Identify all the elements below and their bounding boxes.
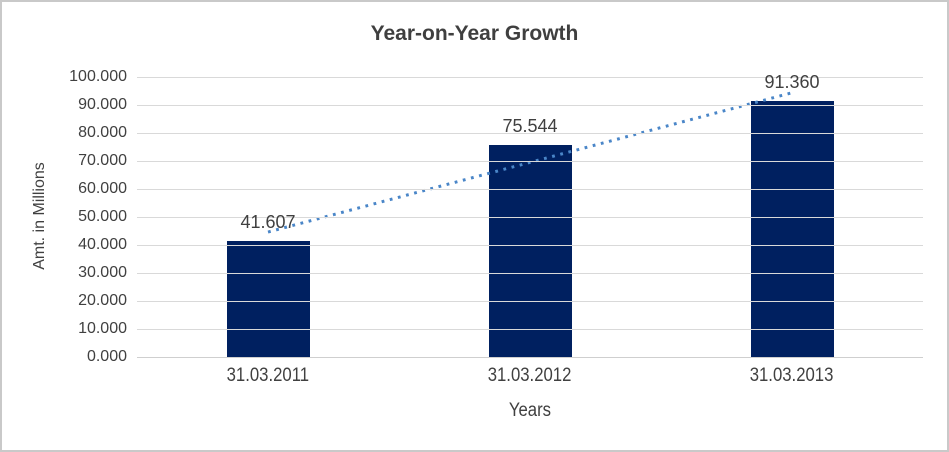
chart-title: Year-on-Year Growth (370, 22, 579, 45)
x-axis-line (137, 357, 923, 358)
gridline (137, 273, 923, 274)
x-tick-label: 31.03.2013 (707, 364, 877, 388)
data-label: 75.544 (502, 116, 558, 137)
gridline (137, 189, 923, 190)
y-tick-label: 100.000 (69, 68, 127, 85)
data-label: 91.360 (764, 72, 820, 93)
y-tick-label: 80.000 (78, 124, 127, 141)
y-tick-label: 30.000 (78, 264, 127, 281)
y-tick-label: 40.000 (78, 236, 127, 253)
x-axis-title-text: Years (508, 400, 552, 421)
gridline (137, 105, 923, 106)
data-label: 41.607 (240, 211, 296, 232)
x-tick-label-text: 31.03.2011 (226, 365, 310, 386)
y-tick-label: 70.000 (78, 152, 127, 169)
gridline (137, 301, 923, 302)
plot-area (137, 77, 923, 358)
x-axis-title: Years (137, 399, 923, 423)
bar-31.03.2011 (226, 240, 310, 357)
gridline (137, 161, 923, 162)
x-tick-label-text: 31.03.2012 (488, 365, 572, 386)
x-tick-label: 31.03.2012 (445, 364, 615, 388)
y-tick-label: 20.000 (78, 292, 127, 309)
bar-31.03.2012 (488, 145, 572, 357)
gridline (137, 77, 923, 78)
y-tick-label: 10.000 (78, 320, 127, 337)
gridline (137, 245, 923, 246)
y-tick-label: 0.000 (86, 348, 127, 365)
bar-31.03.2013 (750, 101, 834, 357)
y-tick-label: 50.000 (78, 208, 127, 225)
x-tick-label: 31.03.2011 (183, 364, 353, 388)
gridline (137, 329, 923, 330)
gridline (137, 217, 923, 218)
y-tick-label: 90.000 (78, 96, 127, 113)
x-tick-label-text: 31.03.2013 (750, 365, 834, 386)
gridline (137, 133, 923, 134)
y-tick-label: 60.000 (78, 180, 127, 197)
